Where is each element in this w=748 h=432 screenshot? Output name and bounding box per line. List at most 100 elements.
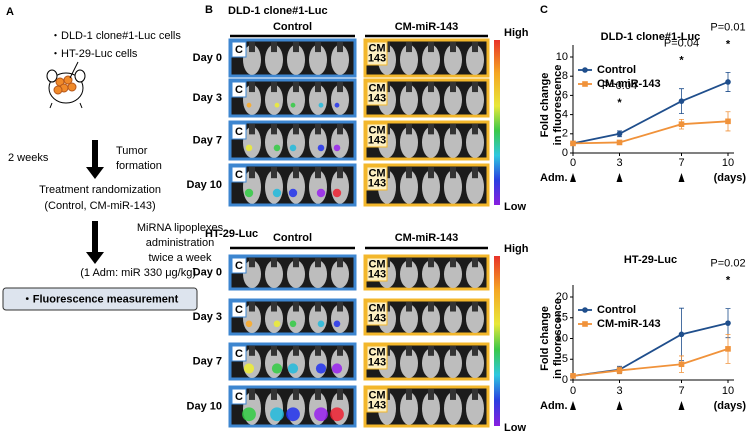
y-tick-label: 20	[556, 291, 568, 303]
legend-marker	[582, 67, 588, 73]
mouse-gap	[293, 124, 299, 135]
arrow	[86, 140, 104, 179]
y-tick-label: 10	[556, 332, 568, 344]
tag-box	[366, 123, 388, 148]
axes	[572, 45, 734, 154]
mouse-gap	[249, 167, 255, 179]
mouse	[422, 348, 440, 378]
mouse	[243, 44, 261, 75]
mouse-gap	[271, 346, 277, 356]
mouse-gap	[337, 167, 343, 179]
y-tick-label: 15	[556, 312, 568, 324]
point	[725, 118, 731, 125]
signal	[333, 320, 341, 328]
significance-mark: *	[726, 275, 731, 287]
step: administration	[146, 237, 214, 249]
mouse-gap	[249, 42, 255, 53]
legend-label: Control	[597, 304, 636, 316]
mouse-gap	[337, 389, 343, 400]
tag-box	[366, 166, 388, 191]
scale-label: High	[504, 243, 529, 255]
tag-box	[366, 257, 388, 282]
period: 2 weeks	[8, 152, 49, 164]
mouse-gap	[450, 258, 456, 268]
mouse-gap	[472, 124, 478, 135]
adm-marker	[570, 401, 576, 410]
adm-marker	[570, 173, 576, 182]
significance-mark: *	[617, 97, 622, 109]
tag: 143	[368, 52, 386, 64]
mouse	[444, 260, 462, 289]
tumor-icon	[53, 85, 63, 95]
p-value: P=0.02	[710, 258, 745, 270]
y-tick-label: 5	[562, 353, 568, 365]
tag: 143	[368, 92, 386, 104]
mouse-feet	[49, 102, 83, 109]
adm-marker	[678, 401, 685, 410]
mouse	[265, 260, 283, 289]
mouse	[422, 126, 440, 158]
x-tick-label: 0	[570, 385, 576, 397]
mouse	[309, 44, 327, 75]
y-tick-label: 6	[562, 89, 568, 101]
scale-label: Low	[504, 201, 526, 213]
point	[678, 331, 685, 338]
tag-box	[231, 301, 247, 318]
mouse	[309, 260, 327, 289]
y-tick-label: 0	[562, 147, 568, 159]
signal	[286, 407, 300, 422]
mouse	[265, 84, 283, 115]
mouse	[444, 392, 462, 425]
point	[725, 346, 731, 352]
y-tick-label: 4	[562, 109, 568, 121]
mouse-gap	[428, 389, 434, 400]
mouse-gap	[428, 124, 434, 135]
point	[678, 121, 685, 127]
y-tick-label: 0	[562, 374, 568, 386]
signal	[330, 407, 344, 422]
mouse-gap	[315, 258, 321, 268]
tag: 143	[368, 399, 386, 411]
tag-box	[231, 345, 247, 362]
tag: CM	[368, 167, 385, 179]
scale-label: High	[504, 27, 529, 39]
signal	[270, 407, 284, 422]
mouse-gap	[249, 389, 255, 400]
row-label: Day 3	[193, 92, 222, 104]
series-line	[572, 120, 729, 145]
mouse-gap	[428, 302, 434, 312]
mouse-gap	[450, 389, 456, 400]
mouse	[400, 126, 418, 158]
tag: C	[235, 348, 243, 360]
tag: C	[235, 304, 243, 316]
point	[616, 139, 623, 146]
signal	[333, 144, 341, 152]
panel-label: A	[6, 6, 14, 18]
measurement-box	[2, 287, 198, 311]
x-axis-label: (days)	[714, 172, 747, 184]
mouse	[444, 304, 462, 333]
mouse-gap	[450, 82, 456, 93]
tag: 143	[368, 177, 386, 189]
signal	[243, 363, 255, 374]
tag: CM	[368, 346, 385, 358]
tag: CM	[368, 82, 385, 94]
mouse	[400, 84, 418, 115]
point	[570, 373, 576, 379]
tag-box	[231, 81, 247, 98]
mouse	[466, 170, 484, 204]
mouse-gap	[406, 258, 412, 268]
mouse	[331, 44, 349, 75]
column-header: CM-miR-143	[395, 232, 459, 244]
mouse-gap	[249, 82, 255, 93]
mouse-gap	[450, 346, 456, 356]
tumor-icon	[67, 82, 77, 92]
mouse	[444, 170, 462, 204]
step: (Control, CM-miR-143)	[44, 200, 155, 212]
tag: C	[235, 44, 243, 56]
legend-label: Control	[597, 64, 636, 76]
mouse-gap	[428, 258, 434, 268]
tag: CM	[368, 389, 385, 401]
mouse	[400, 44, 418, 75]
